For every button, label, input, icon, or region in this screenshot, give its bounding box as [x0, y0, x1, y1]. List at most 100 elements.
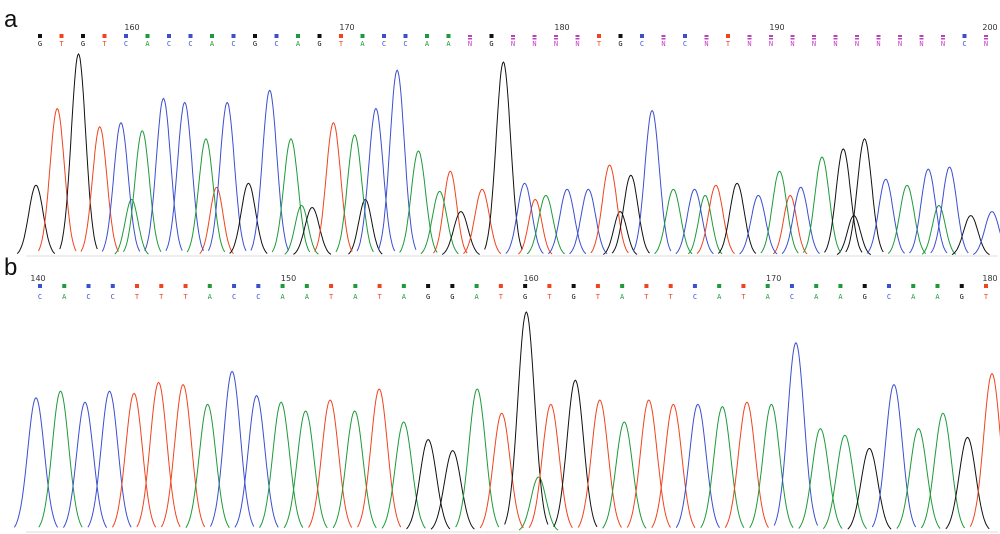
base-marker [450, 284, 455, 288]
base-marker [726, 34, 730, 38]
base-call: T [644, 293, 649, 301]
base-call: A [353, 293, 358, 301]
peak-C [972, 211, 1000, 255]
base-marker [554, 35, 558, 37]
peak-G [611, 174, 650, 254]
base-marker-n [984, 38, 988, 40]
peak-T [308, 399, 353, 528]
base-call: A [208, 293, 213, 301]
base-marker-n [769, 38, 773, 40]
base-marker [597, 34, 601, 38]
base-marker [62, 284, 67, 288]
base-marker [618, 34, 623, 38]
peak-A [654, 188, 693, 255]
base-marker [353, 284, 358, 288]
peak-T [80, 125, 119, 252]
peak-A [760, 170, 799, 254]
base-call: A [145, 40, 150, 48]
base-marker-n [833, 38, 838, 40]
base-marker [935, 284, 940, 288]
secondary-peak-T [772, 194, 808, 255]
base-call: C [640, 40, 644, 48]
base-call: N [876, 40, 880, 48]
peak-G [824, 148, 863, 253]
base-call: N [747, 40, 751, 48]
base-marker [256, 284, 261, 288]
base-call: T [669, 293, 674, 301]
base-call: C [382, 40, 386, 48]
base-marker [274, 34, 279, 38]
peak-A [332, 410, 377, 529]
base-call: A [935, 293, 940, 301]
base-marker [183, 284, 188, 288]
peak-A [798, 427, 843, 529]
base-call: T [984, 293, 989, 301]
base-call: A [475, 293, 480, 301]
base-call: A [620, 293, 625, 301]
base-marker [135, 284, 140, 288]
peak-C [62, 401, 108, 528]
base-call: G [489, 40, 493, 48]
secondary-peak-A [921, 204, 957, 255]
base-call: G [81, 40, 85, 48]
base-marker [339, 34, 343, 38]
peak-A [602, 421, 647, 529]
base-marker [644, 284, 649, 288]
peak-A [526, 194, 565, 255]
base-marker [765, 284, 770, 288]
base-marker [403, 34, 408, 38]
peak-C [165, 101, 204, 252]
peak-A [896, 427, 941, 529]
base-call: G [523, 293, 527, 301]
peak-C [250, 89, 289, 251]
peak-C [739, 194, 778, 255]
base-marker [855, 35, 859, 37]
base-call: A [446, 40, 451, 48]
base-call: T [102, 40, 107, 48]
position-label: 150 [281, 274, 296, 283]
base-marker [425, 34, 429, 38]
base-call: C [86, 293, 90, 301]
position-label: 160 [124, 23, 139, 32]
peak-A [335, 134, 374, 253]
peak-T [528, 403, 573, 528]
base-call: C [231, 40, 235, 48]
base-call: T [547, 293, 552, 301]
base-call: G [317, 40, 321, 48]
base-call: C [256, 293, 260, 301]
base-call: T [741, 293, 746, 301]
base-marker [838, 284, 843, 288]
base-marker-n [468, 38, 472, 40]
peak-G [430, 450, 475, 530]
base-call: G [618, 40, 622, 48]
peak-C [675, 188, 714, 255]
peak-T [969, 372, 1000, 527]
base-call: C [167, 40, 171, 48]
base-call: A [360, 40, 365, 48]
peak-C [377, 69, 417, 250]
base-marker [962, 34, 967, 38]
base-marker-n [941, 38, 945, 40]
base-call: N [769, 40, 773, 48]
base-marker [145, 34, 150, 38]
base-call: C [683, 40, 687, 48]
base-marker [232, 284, 237, 288]
peak-C [675, 403, 720, 528]
position-label: 160 [523, 274, 538, 283]
base-call: T [377, 293, 382, 301]
base-call: G [960, 293, 964, 301]
base-call: N [532, 40, 536, 48]
peak-C [209, 370, 255, 527]
base-marker [747, 35, 752, 37]
base-marker [640, 34, 644, 38]
base-call: T [499, 293, 504, 301]
base-marker [280, 284, 285, 288]
peak-T [357, 388, 402, 528]
peak-C [505, 182, 544, 254]
peak-T [463, 188, 502, 255]
base-call: A [911, 293, 916, 301]
base-call: N [468, 40, 472, 48]
peak-C [547, 188, 587, 255]
